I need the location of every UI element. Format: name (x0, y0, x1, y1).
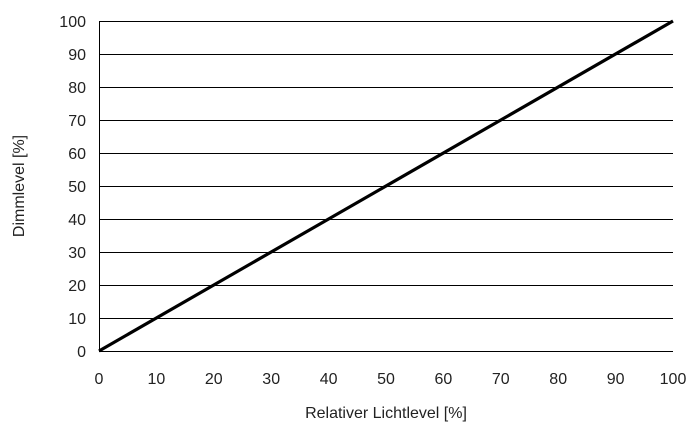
y-tick-label-20: 20 (68, 278, 86, 295)
y-tick-label-40: 40 (68, 212, 86, 229)
y-tick-label-30: 30 (68, 245, 86, 262)
y-tick-label-10: 10 (68, 311, 86, 328)
x-tick-label-0: 0 (95, 371, 104, 388)
y-tick-label-90: 90 (68, 47, 86, 64)
x-tick-label-80: 80 (549, 371, 567, 388)
x-tick-label-10: 10 (148, 371, 166, 388)
series-line-0 (98, 19, 674, 353)
x-tick-label-70: 70 (492, 371, 510, 388)
y-tick-label-0: 0 (77, 344, 86, 361)
x-tick-label-20: 20 (205, 371, 223, 388)
y-tick-label-50: 50 (68, 179, 86, 196)
axes (98, 21, 673, 353)
y-tick-label-100: 100 (59, 14, 86, 31)
y-tick-label-70: 70 (68, 113, 86, 130)
y-tick-label-60: 60 (68, 146, 86, 163)
x-axis-tick-labels: 0 10 20 30 40 50 60 70 80 90 100 (95, 371, 687, 388)
y-tick-label-80: 80 (68, 80, 86, 97)
x-tick-label-90: 90 (607, 371, 625, 388)
series-layer (98, 19, 674, 353)
x-tick-label-50: 50 (377, 371, 395, 388)
y-axis-tick-labels: 0 10 20 30 40 50 60 70 80 90 100 (59, 14, 86, 361)
y-axis-label: Dimmlevel [%] (11, 135, 28, 237)
horizontal-gridlines (99, 21, 673, 319)
x-tick-label-40: 40 (320, 371, 338, 388)
x-tick-label-30: 30 (262, 371, 280, 388)
x-tick-label-100: 100 (660, 371, 687, 388)
x-axis-label: Relativer Lichtlevel [%] (305, 405, 467, 422)
x-tick-label-60: 60 (435, 371, 453, 388)
